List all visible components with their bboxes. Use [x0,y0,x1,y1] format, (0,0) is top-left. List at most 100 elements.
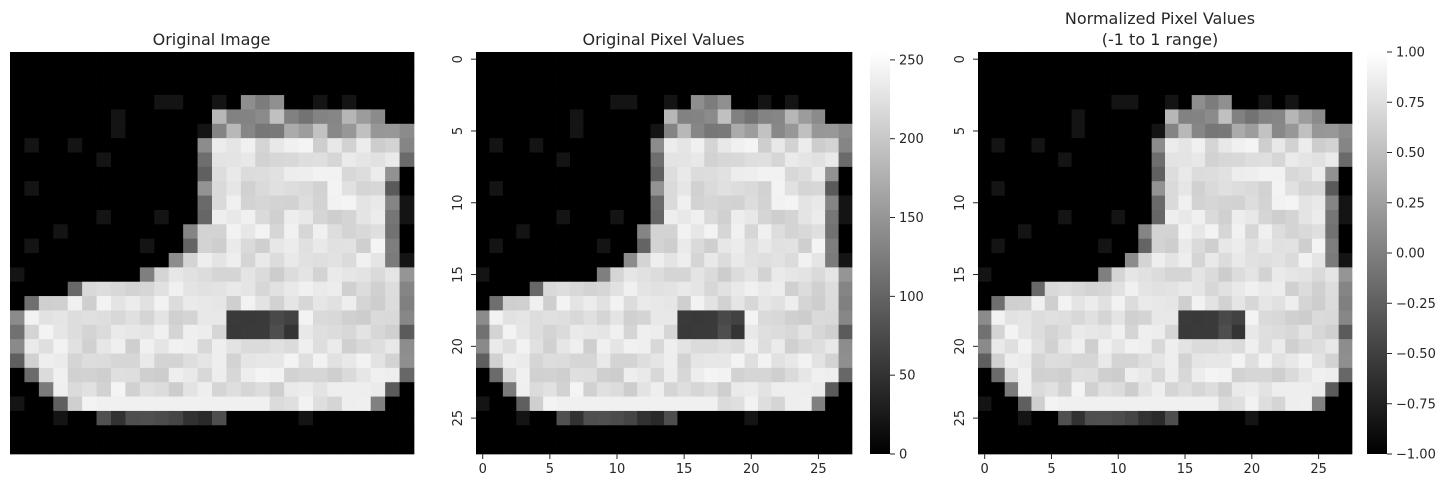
heatmap-cell [637,166,651,182]
heatmap-cell [226,253,242,268]
heatmap-cell [677,238,692,254]
heatmap-cell [543,80,557,96]
heatmap-cell [1205,238,1219,254]
heatmap-cell [1271,353,1286,369]
heatmap-cell [385,109,400,125]
heatmap-cell [664,439,678,455]
heatmap-cell [1044,324,1059,340]
colorbar-tick-label: 0.00 [1396,247,1425,262]
heatmap-cell [67,123,83,139]
heatmap-cell [556,410,571,426]
heatmap-cell [1151,396,1166,412]
heatmap-cell [1124,95,1139,110]
heatmap-cell [556,52,571,67]
heatmap-cell [583,382,598,397]
heatmap-cell [82,267,97,283]
heatmap-cell [168,66,184,82]
heatmap-cell [1325,95,1339,110]
heatmap-cell [596,439,611,455]
heatmap-cell [399,209,415,225]
heatmap-cell [24,425,40,440]
heatmap-cell [168,138,184,153]
heatmap-cell [744,152,759,168]
heatmap-cell [226,382,242,397]
heatmap-cell [1271,52,1286,67]
heatmap-cell [771,281,786,297]
heatmap-cell [1031,138,1046,153]
heatmap-cell [298,353,314,369]
heatmap-cell [212,267,227,283]
heatmap-cell [385,238,400,254]
heatmap-cell [269,224,285,239]
heatmap-cell [370,123,386,139]
heatmap-cell [53,253,69,268]
heatmap-cell [38,396,54,412]
heatmap-cell [197,66,213,82]
heatmap-cell [1191,367,1206,383]
heatmap-cell [111,166,126,182]
heatmap-cell [111,224,126,239]
heatmap-cell [1031,310,1046,326]
heatmap-cell [1271,439,1286,455]
heatmap-cell [313,123,328,139]
heatmap-cell [838,439,853,455]
heatmap-cell [758,181,772,196]
heatmap-cell [226,138,242,153]
heatmap-cell [298,80,314,96]
heatmap-cell [731,52,745,67]
heatmap-cell [1111,166,1126,182]
heatmap-cell [637,80,651,96]
heatmap-cell [489,382,504,397]
heatmap-cell [111,138,126,153]
heatmap-cell [1271,181,1286,196]
heatmap-cell [269,281,285,297]
heatmap-cell [154,209,170,225]
heatmap-cell [1191,166,1206,182]
heatmap-cell [1311,253,1326,268]
heatmap-cell [758,425,772,440]
heatmap-cell [168,238,184,254]
heatmap-cell [543,224,557,239]
heatmap-cell [543,52,557,67]
heatmap-cell [1058,181,1072,196]
heatmap-cell [183,209,198,225]
heatmap-cell [1098,181,1112,196]
heatmap-cell [704,181,719,196]
heatmap-cell [1151,181,1166,196]
heatmap-cell [67,181,83,196]
heatmap-cell [690,166,705,182]
heatmap-cell [1018,152,1032,168]
heatmap-cell [677,109,692,125]
heatmap-cell [1138,66,1152,82]
heatmap-cell [96,195,112,211]
heatmap-cell [168,439,184,455]
heatmap-cell [784,123,799,139]
heatmap-cell [677,123,692,139]
heatmap-cell [771,439,786,455]
heatmap-cell [1124,224,1139,239]
heatmap-cell [543,425,557,440]
heatmap-cell [825,439,839,455]
heatmap-cell [650,410,665,426]
heatmap-cell [978,195,992,211]
heatmap-cell [1191,238,1206,254]
heatmap-cell [212,152,227,168]
heatmap-cell [399,95,415,110]
heatmap-cell [825,267,839,283]
heatmap-cell [811,195,826,211]
heatmap-cell [212,396,227,412]
heatmap-cell [758,109,772,125]
heatmap-cell [825,95,839,110]
heatmap-cell [570,195,584,211]
heatmap-cell [125,95,141,110]
heatmap-cell [1004,324,1019,340]
heatmap-cell [1031,339,1046,354]
heatmap-cell [327,253,343,268]
heatmap-cell [269,410,285,426]
heatmap-cell [111,80,126,96]
heatmap-cell [978,253,992,268]
heatmap-cell [1178,410,1193,426]
heatmap-cell [356,281,372,297]
colorbar-tick-label: 0.50 [1396,146,1425,161]
heatmap-cell [637,238,651,254]
